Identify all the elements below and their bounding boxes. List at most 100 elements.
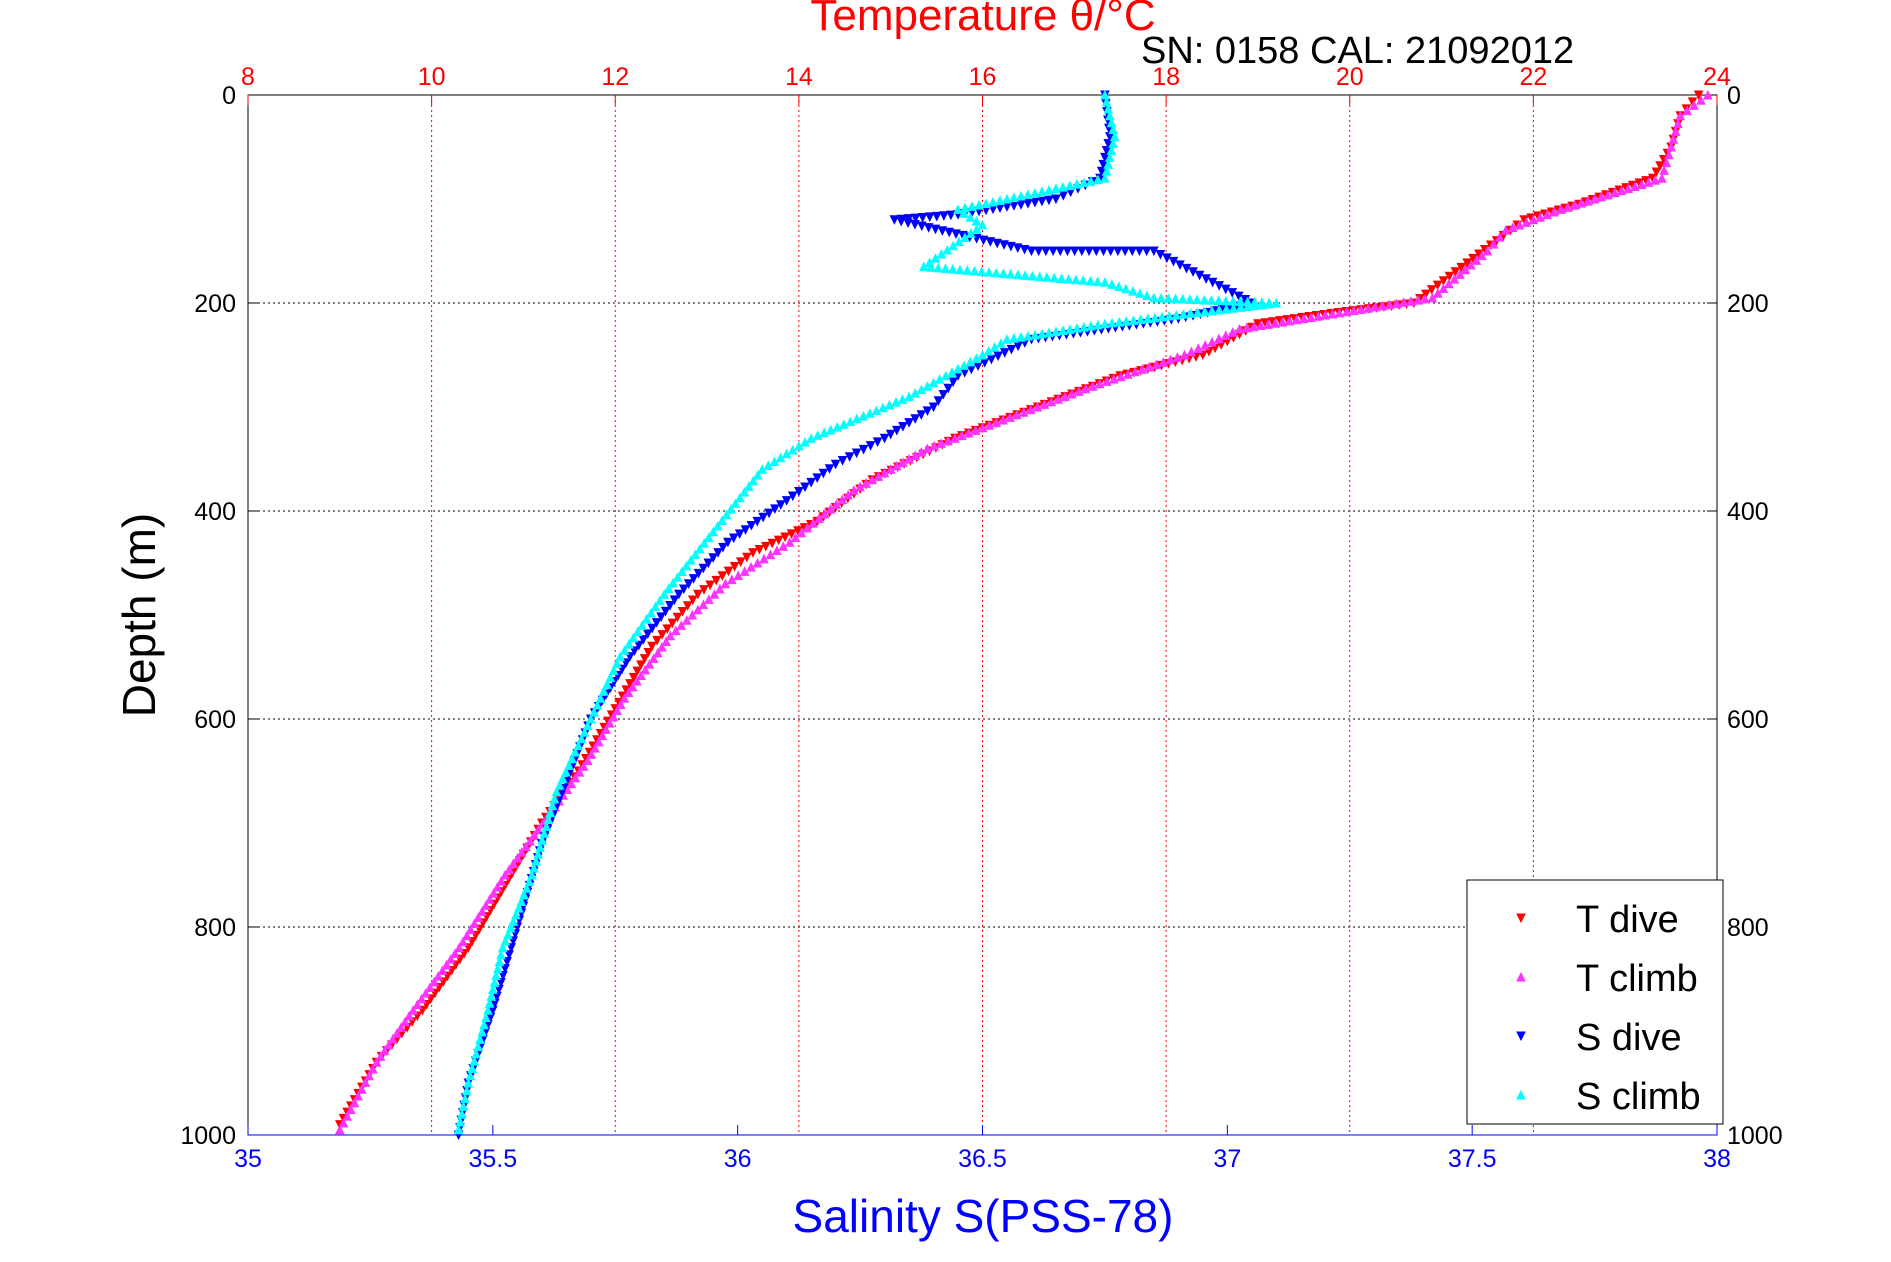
data-point bbox=[984, 420, 995, 430]
data-point bbox=[910, 450, 920, 461]
data-point bbox=[806, 433, 816, 443]
data-point bbox=[957, 430, 967, 441]
data-point bbox=[1186, 346, 1197, 357]
data-point bbox=[917, 212, 928, 223]
data-point bbox=[1233, 291, 1244, 302]
data-point bbox=[1114, 316, 1125, 327]
data-point bbox=[491, 970, 501, 981]
data-point bbox=[1072, 179, 1082, 189]
data-point bbox=[1185, 294, 1195, 304]
data-point bbox=[1178, 309, 1189, 319]
data-point bbox=[457, 1109, 467, 1119]
data-point bbox=[1399, 297, 1409, 307]
data-point bbox=[971, 224, 982, 234]
data-point bbox=[763, 460, 774, 470]
data-point bbox=[1128, 315, 1139, 325]
data-point bbox=[943, 435, 953, 446]
data-point bbox=[1168, 256, 1179, 267]
data-point bbox=[879, 433, 890, 444]
data-point bbox=[1507, 222, 1518, 233]
data-point bbox=[484, 894, 495, 904]
data-point bbox=[498, 971, 508, 981]
data-point bbox=[632, 676, 642, 686]
data-point bbox=[1277, 316, 1288, 327]
data-point bbox=[1449, 273, 1460, 284]
data-point bbox=[646, 607, 656, 618]
data-point bbox=[657, 642, 667, 652]
data-point bbox=[682, 615, 692, 625]
data-point bbox=[772, 545, 782, 556]
data-point bbox=[933, 262, 944, 273]
data-point bbox=[371, 1057, 382, 1067]
tick-label-salinity: 35 bbox=[234, 1145, 262, 1173]
data-point bbox=[1199, 294, 1210, 305]
data-point bbox=[976, 266, 987, 277]
data-point bbox=[663, 583, 674, 594]
data-point bbox=[1006, 241, 1016, 252]
data-point bbox=[1234, 323, 1245, 334]
data-point bbox=[1427, 292, 1438, 303]
data-point bbox=[636, 670, 646, 681]
data-point bbox=[1127, 246, 1138, 257]
data-point bbox=[1630, 181, 1640, 192]
data-point bbox=[1077, 246, 1087, 257]
data-point bbox=[469, 1056, 480, 1066]
data-point bbox=[933, 396, 944, 406]
data-point bbox=[668, 577, 678, 588]
data-point bbox=[1673, 118, 1683, 129]
data-point bbox=[525, 835, 535, 846]
data-point bbox=[787, 491, 798, 502]
data-point bbox=[903, 218, 913, 229]
data-point bbox=[940, 263, 951, 273]
data-point bbox=[1535, 212, 1546, 222]
data-point bbox=[1103, 139, 1113, 149]
data-point bbox=[1037, 196, 1047, 207]
data-point bbox=[489, 977, 500, 987]
data-point bbox=[1092, 276, 1103, 287]
data-point bbox=[708, 553, 718, 563]
tick-label-temperature: 16 bbox=[969, 63, 997, 91]
data-point bbox=[704, 594, 714, 604]
data-point bbox=[936, 438, 946, 448]
data-point bbox=[473, 912, 484, 922]
data-point bbox=[873, 471, 884, 481]
data-point bbox=[467, 1063, 478, 1073]
data-point bbox=[885, 464, 896, 474]
data-point bbox=[1636, 179, 1647, 189]
tick-label-depth-left: 0 bbox=[222, 82, 236, 110]
data-point bbox=[396, 1022, 406, 1033]
data-point bbox=[1227, 288, 1238, 298]
data-point bbox=[977, 349, 988, 360]
data-point bbox=[1012, 409, 1022, 420]
data-point bbox=[682, 601, 693, 611]
chart-title: Temperature θ/°C bbox=[810, 0, 1155, 40]
data-point bbox=[1105, 152, 1115, 162]
data-point bbox=[720, 578, 731, 589]
data-point bbox=[1023, 189, 1033, 200]
data-point bbox=[959, 208, 969, 218]
data-point bbox=[1155, 249, 1166, 260]
data-point bbox=[757, 464, 767, 474]
data-point bbox=[717, 515, 727, 525]
data-point bbox=[1149, 292, 1159, 303]
data-point bbox=[1141, 246, 1152, 257]
data-point bbox=[852, 413, 862, 424]
data-point bbox=[469, 918, 480, 929]
data-point bbox=[504, 864, 515, 874]
data-point bbox=[567, 753, 577, 764]
data-point bbox=[1096, 166, 1107, 177]
data-point bbox=[889, 215, 900, 225]
data-point bbox=[1596, 191, 1607, 202]
data-point bbox=[1049, 272, 1059, 283]
data-point bbox=[416, 993, 427, 1004]
data-point bbox=[699, 585, 709, 595]
legend-box bbox=[1466, 879, 1724, 1125]
data-point bbox=[775, 452, 786, 463]
data-point bbox=[651, 618, 662, 628]
data-point bbox=[521, 841, 531, 852]
data-point bbox=[832, 421, 843, 432]
data-point bbox=[683, 579, 694, 589]
series-s-climb bbox=[453, 89, 1282, 1135]
data-point bbox=[612, 658, 622, 669]
data-point bbox=[1556, 204, 1566, 214]
